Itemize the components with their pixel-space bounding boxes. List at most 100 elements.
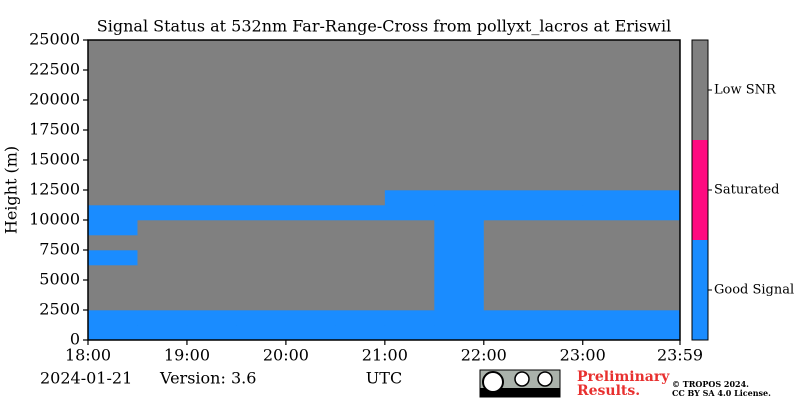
cell bbox=[434, 220, 485, 236]
cell bbox=[582, 100, 633, 116]
cell bbox=[88, 310, 138, 326]
cell bbox=[186, 70, 237, 86]
cell bbox=[434, 280, 485, 296]
cell bbox=[483, 145, 534, 161]
cell bbox=[88, 145, 138, 161]
cell bbox=[632, 250, 681, 266]
cell bbox=[384, 145, 435, 161]
cell bbox=[335, 70, 386, 86]
date: 2024-01-21 bbox=[40, 369, 132, 388]
cell bbox=[384, 85, 435, 101]
cell bbox=[137, 250, 188, 266]
cell bbox=[137, 130, 188, 146]
cell bbox=[236, 175, 287, 191]
cell bbox=[483, 205, 534, 221]
cell bbox=[632, 40, 681, 56]
logo-cc bbox=[482, 371, 504, 393]
cell bbox=[582, 235, 633, 251]
cell bbox=[285, 205, 336, 221]
cell bbox=[632, 325, 681, 341]
cell bbox=[137, 280, 188, 296]
cell bbox=[434, 130, 485, 146]
cell bbox=[384, 220, 435, 236]
cell bbox=[88, 40, 138, 56]
colorbar-frame bbox=[691, 39, 709, 341]
cell bbox=[236, 235, 287, 251]
cell bbox=[88, 235, 138, 251]
cell bbox=[137, 70, 188, 86]
cell bbox=[88, 175, 138, 191]
cell bbox=[186, 265, 237, 281]
cell bbox=[582, 40, 633, 56]
cell bbox=[335, 85, 386, 101]
cell bbox=[533, 55, 584, 71]
cell bbox=[88, 295, 138, 311]
cell bbox=[434, 190, 485, 206]
cell bbox=[285, 115, 336, 131]
cell bbox=[335, 295, 386, 311]
cell bbox=[384, 100, 435, 116]
cell bbox=[285, 85, 336, 101]
cell bbox=[236, 115, 287, 131]
cell bbox=[335, 250, 386, 266]
cell bbox=[186, 190, 237, 206]
cell bbox=[483, 310, 534, 326]
cell bbox=[384, 295, 435, 311]
notice-line: Preliminary bbox=[577, 369, 670, 385]
y-tick-label: 10000 bbox=[29, 210, 80, 229]
cell bbox=[137, 220, 188, 236]
cell bbox=[582, 190, 633, 206]
cell bbox=[88, 280, 138, 296]
cell bbox=[533, 70, 584, 86]
chart-title: Signal Status at 532nm Far-Range-Cross f… bbox=[97, 17, 671, 36]
cell bbox=[236, 265, 287, 281]
cell bbox=[236, 70, 287, 86]
cell bbox=[285, 235, 336, 251]
cell bbox=[88, 70, 138, 86]
cell bbox=[137, 145, 188, 161]
cell bbox=[236, 40, 287, 56]
colorbar-segment bbox=[692, 140, 708, 240]
cell bbox=[533, 235, 584, 251]
cell bbox=[582, 325, 633, 341]
cell bbox=[582, 295, 633, 311]
cell bbox=[137, 205, 188, 221]
cell bbox=[434, 235, 485, 251]
cell bbox=[88, 115, 138, 131]
cell bbox=[483, 280, 534, 296]
cell bbox=[137, 235, 188, 251]
cell bbox=[483, 70, 534, 86]
cell bbox=[483, 235, 534, 251]
cell bbox=[236, 220, 287, 236]
cell bbox=[186, 100, 237, 116]
cell bbox=[88, 85, 138, 101]
cell bbox=[186, 235, 237, 251]
y-axis-label: Height (m) bbox=[2, 146, 21, 234]
colorbar-label: Low SNR bbox=[714, 83, 777, 98]
cell bbox=[384, 70, 435, 86]
cell bbox=[186, 40, 237, 56]
cell bbox=[186, 280, 237, 296]
cell bbox=[582, 310, 633, 326]
cell bbox=[434, 70, 485, 86]
copyright: © TROPOS 2024.CC BY SA 4.0 License. bbox=[672, 379, 771, 398]
cell bbox=[384, 115, 435, 131]
cell bbox=[582, 85, 633, 101]
cell bbox=[533, 40, 584, 56]
cell bbox=[186, 205, 237, 221]
cell bbox=[137, 85, 188, 101]
notice-line: Results. bbox=[577, 383, 640, 399]
cell bbox=[483, 190, 534, 206]
y-tick-label: 20000 bbox=[29, 90, 80, 109]
cell bbox=[137, 40, 188, 56]
y-tick-label: 12500 bbox=[29, 180, 80, 199]
cell bbox=[335, 175, 386, 191]
cell bbox=[335, 280, 386, 296]
cell bbox=[137, 160, 188, 176]
cell bbox=[88, 160, 138, 176]
cell bbox=[434, 55, 485, 71]
cell bbox=[236, 295, 287, 311]
cell bbox=[88, 220, 138, 236]
cell bbox=[285, 265, 336, 281]
